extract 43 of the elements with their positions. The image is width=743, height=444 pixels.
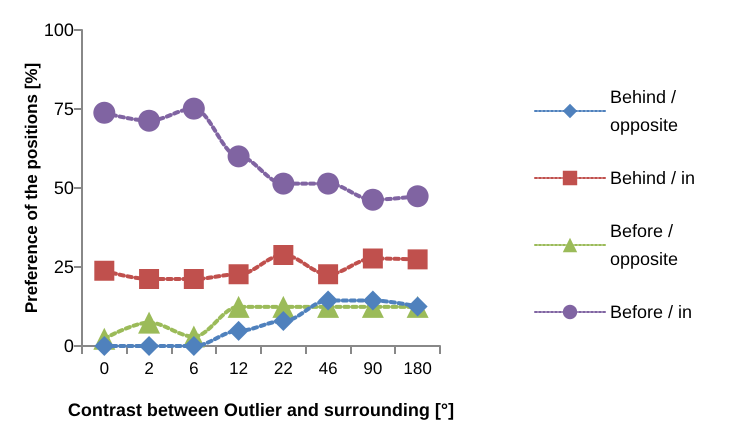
legend-label: Before / in	[610, 302, 692, 322]
point	[228, 296, 250, 318]
point	[184, 336, 204, 356]
x-tick-label: 6	[189, 359, 199, 378]
legend-label: Before / opposite	[610, 221, 678, 269]
point	[228, 320, 249, 341]
point	[362, 290, 383, 310]
x-tick-label: 180	[403, 359, 432, 378]
legend-label: Behind / in	[610, 168, 696, 188]
point	[362, 188, 384, 211]
x-tick-label: 90	[363, 359, 382, 378]
x-tick-label: 0	[100, 359, 110, 378]
point	[94, 336, 114, 356]
y-tick-label: 0	[64, 336, 74, 356]
point	[272, 172, 294, 195]
point	[93, 102, 116, 124]
point	[273, 311, 294, 332]
point	[228, 145, 250, 168]
point	[94, 260, 114, 281]
point	[139, 336, 160, 356]
y-tick-label: 25	[54, 257, 74, 277]
y-tick-label: 100	[44, 20, 74, 40]
x-tick-label: 12	[229, 359, 248, 378]
point	[408, 249, 428, 270]
x-tick-label: 2	[144, 359, 154, 378]
point	[406, 185, 429, 208]
x-axis-title: Contrast between Outlier and surrounding [°]	[68, 400, 454, 420]
point	[184, 269, 204, 290]
point	[138, 312, 160, 334]
point	[228, 264, 249, 284]
x-tick-label: 46	[318, 359, 338, 378]
y-tick-label: 50	[54, 178, 74, 198]
point	[139, 269, 160, 290]
y-axis-title: Preference of the positions [%]	[22, 62, 41, 314]
legend-label: Behind / opposite	[610, 87, 682, 135]
point	[317, 172, 340, 195]
y-tick-label: 75	[54, 99, 74, 119]
point	[362, 248, 383, 268]
x-tick-label: 22	[274, 359, 293, 378]
point	[138, 110, 160, 132]
point	[273, 244, 294, 265]
point	[182, 98, 205, 120]
point	[318, 264, 338, 284]
